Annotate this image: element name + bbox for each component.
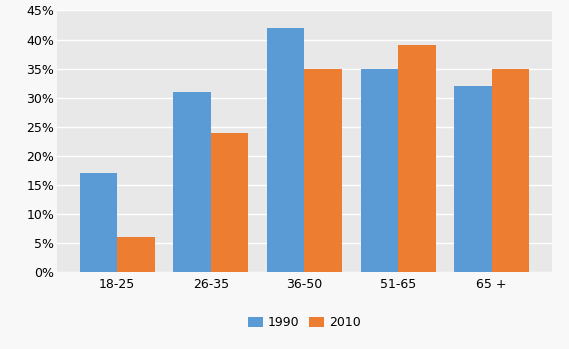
Bar [398,45,435,272]
Bar [174,92,211,272]
Bar [267,28,304,272]
Bar [80,173,117,272]
Bar [361,69,398,272]
Bar [304,69,342,272]
Bar [117,237,155,272]
Bar [454,86,492,272]
Bar [211,133,248,272]
Bar [492,69,529,272]
Legend: 1990, 2010: 1990, 2010 [243,311,366,334]
